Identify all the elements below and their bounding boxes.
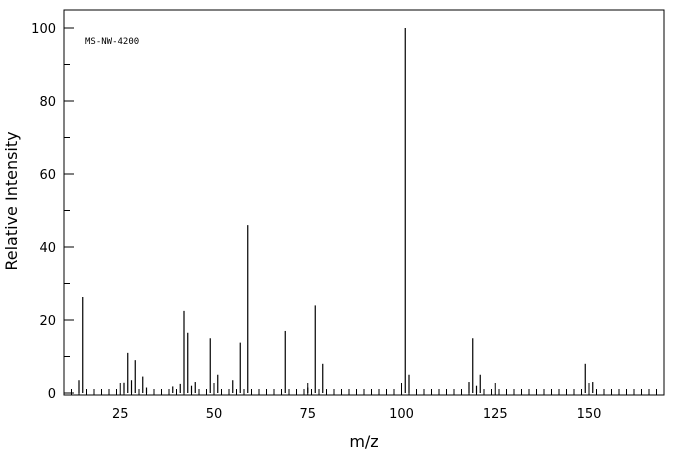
y-tick-label: 40 bbox=[39, 241, 56, 256]
x-minor-ticks bbox=[71, 389, 657, 395]
x-tick-label: 125 bbox=[483, 407, 508, 422]
x-tick-label: 75 bbox=[299, 407, 316, 422]
y-tick-label: 60 bbox=[39, 168, 56, 183]
y-tick-label: 0 bbox=[48, 387, 56, 402]
y-tick-label: 80 bbox=[39, 95, 56, 110]
x-tick-label: 100 bbox=[389, 407, 414, 422]
x-tick-label: 150 bbox=[577, 407, 602, 422]
x-major-ticks: 25 50 75 100 125 150 bbox=[112, 383, 601, 422]
y-tick-label: 20 bbox=[39, 314, 56, 329]
x-tick-label: 25 bbox=[112, 407, 129, 422]
plot-frame bbox=[63, 9, 665, 396]
annotation-label: MS-NW-4200 bbox=[85, 37, 139, 47]
y-axis-title: Relative Intensity bbox=[2, 131, 21, 270]
y-tick-label: 100 bbox=[31, 22, 56, 37]
y-ticks: 0 20 40 60 80 100 bbox=[31, 22, 74, 402]
x-axis-title: m/z bbox=[349, 432, 378, 451]
x-tick-label: 50 bbox=[206, 407, 223, 422]
peak-bars bbox=[78, 28, 594, 393]
